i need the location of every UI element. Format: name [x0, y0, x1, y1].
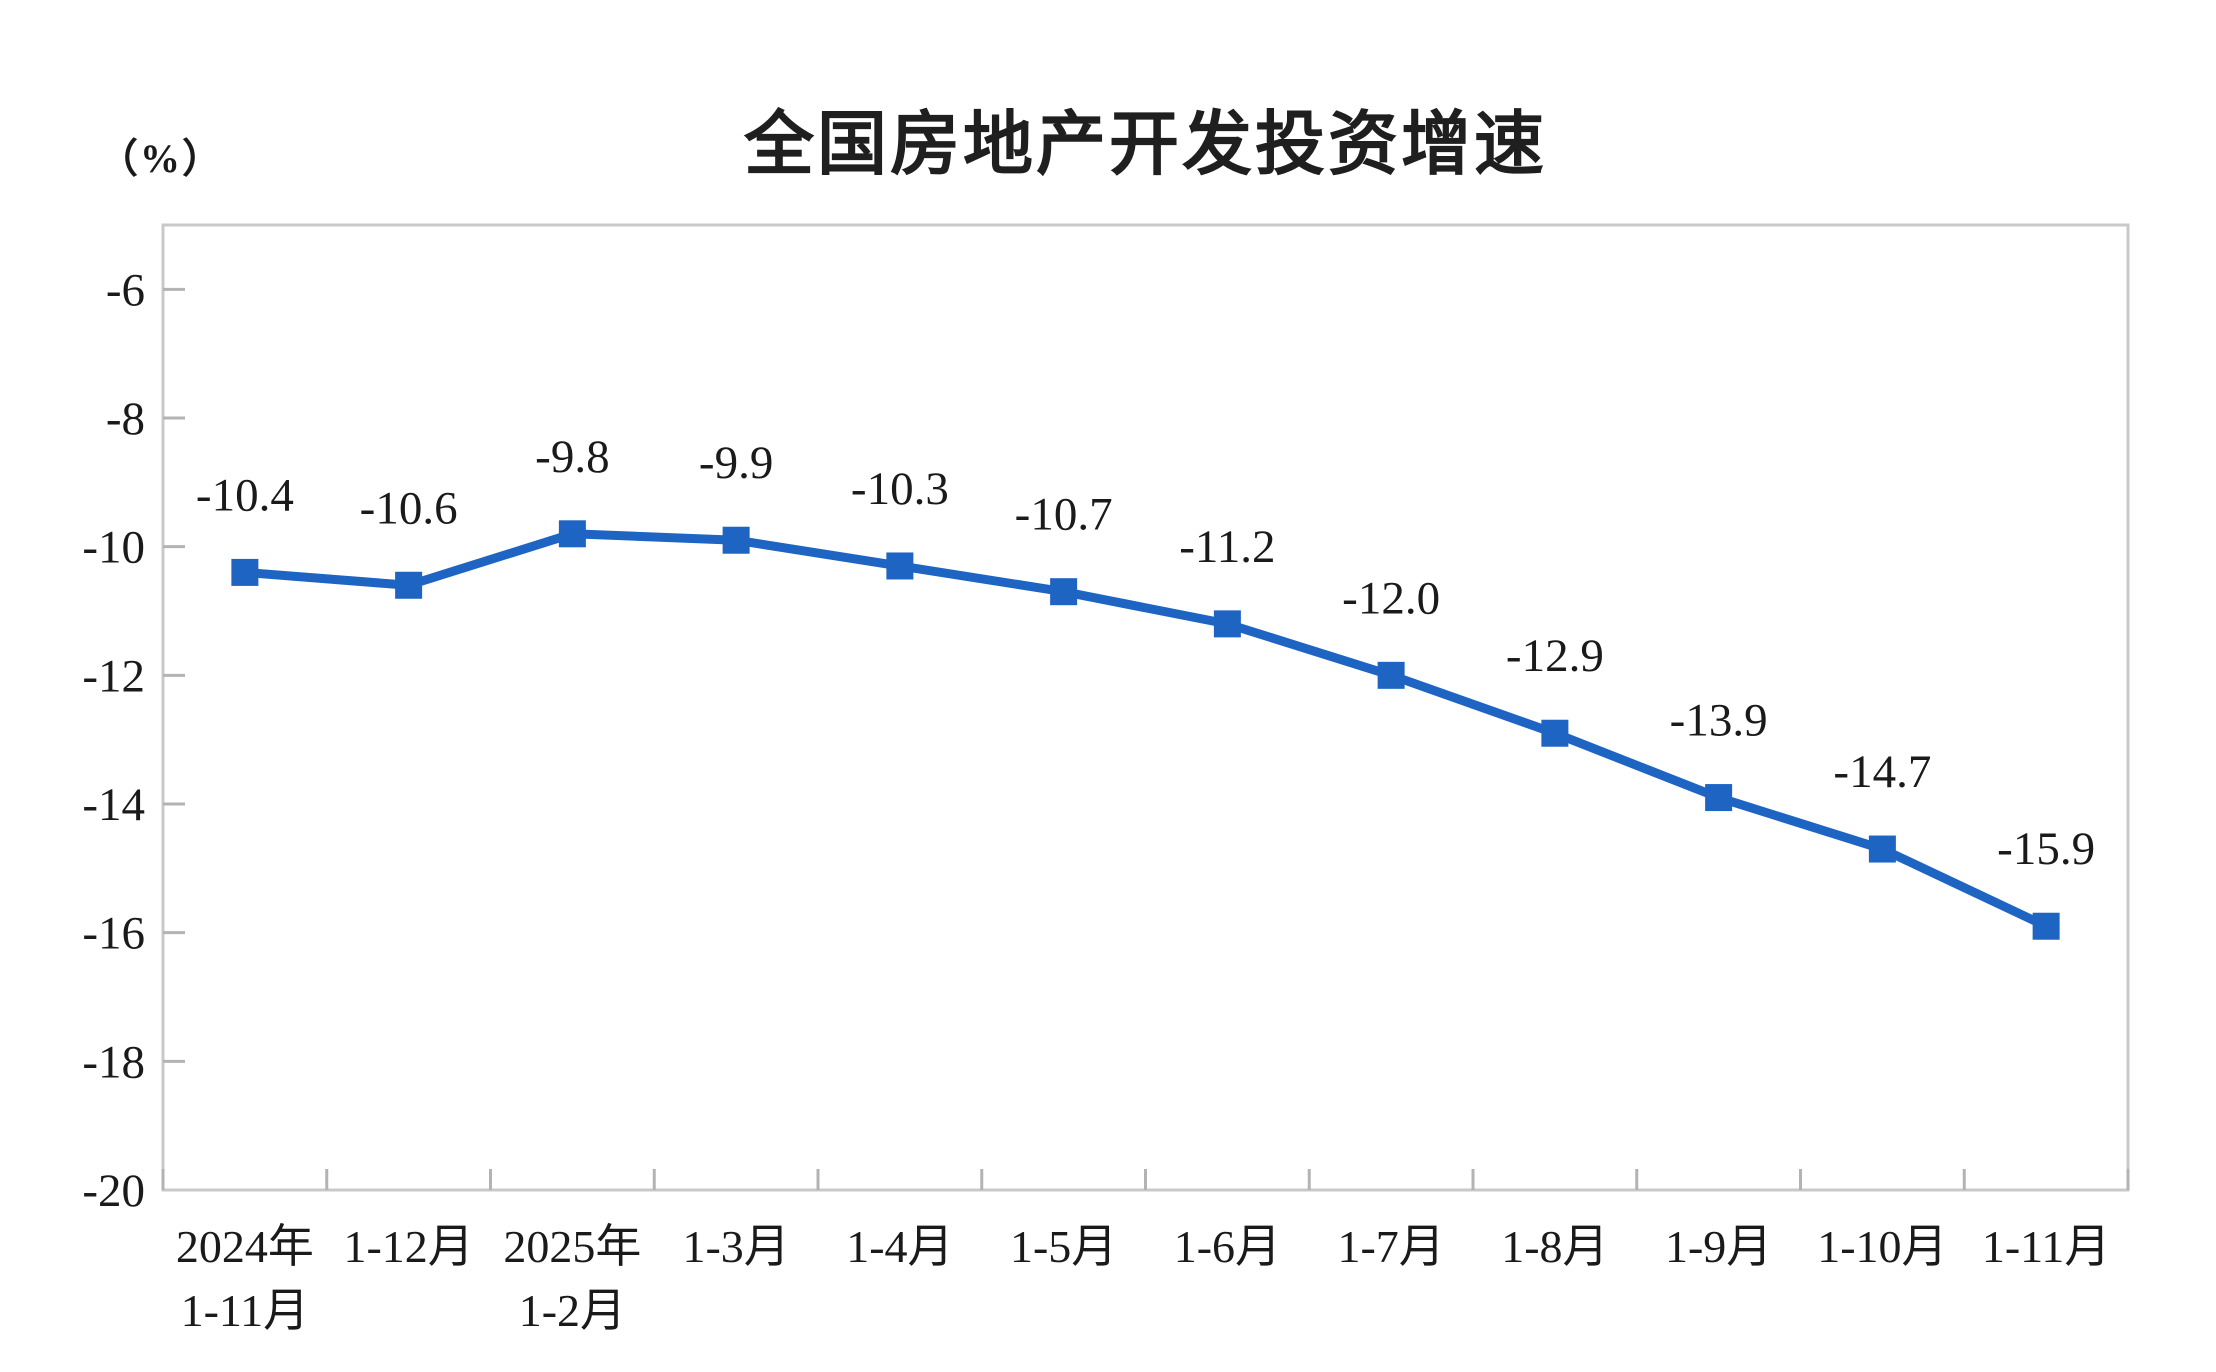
data-point-marker: [1541, 719, 1569, 747]
chart-title: 全国房地产开发投资增速: [744, 105, 1547, 183]
data-point-label: -9.9: [699, 437, 773, 489]
x-axis-category-label: 1-9月: [1665, 1221, 1772, 1272]
plot-border: [161, 223, 2130, 1192]
data-point-label: -12.9: [1506, 630, 1604, 682]
x-axis-category-label: 1-5月: [1010, 1221, 1117, 1272]
x-axis-category-label: 2024年 1-11月: [176, 1221, 314, 1336]
x-axis-category-label: 1-3月: [682, 1221, 789, 1272]
x-axis-category-label: 1-12月: [343, 1221, 473, 1272]
y-axis-tick-label: -8: [106, 393, 145, 445]
data-point-marker: [2032, 912, 2060, 940]
x-axis-category-label: 1-11月: [1982, 1221, 2111, 1272]
data-point-label: -10.7: [1015, 489, 1113, 541]
data-point-label: -10.6: [360, 482, 458, 534]
y-axis-tick-label: -10: [82, 522, 145, 574]
data-point-marker: [1377, 661, 1405, 689]
data-point-marker: [1050, 578, 1078, 606]
data-point-marker: [1213, 610, 1241, 638]
data-point-label: -10.3: [851, 463, 949, 515]
y-axis-tick-label: -12: [82, 650, 145, 702]
data-point-marker: [231, 558, 259, 586]
y-axis-tick-label: -18: [82, 1036, 145, 1088]
x-axis-category-label: 1-7月: [1337, 1221, 1444, 1272]
y-axis-tick-label: -6: [106, 264, 145, 316]
data-point-marker: [722, 526, 750, 554]
data-point-label: -9.8: [535, 431, 609, 483]
x-axis-category-label: 1-8月: [1501, 1221, 1608, 1272]
data-point-label: -10.4: [196, 469, 294, 521]
data-point-marker: [1705, 784, 1733, 812]
data-point-marker: [1868, 835, 1896, 863]
data-point-marker: [886, 552, 914, 580]
data-point-label: -12.0: [1342, 572, 1440, 624]
series-line: [240, 529, 2051, 931]
x-axis-category-label: 1-10月: [1817, 1221, 1947, 1272]
y-axis-unit-label: （%）: [98, 136, 224, 181]
data-point-label: -15.9: [1997, 823, 2095, 875]
data-point-label: -13.9: [1670, 695, 1768, 747]
data-point-label: -11.2: [1179, 521, 1275, 573]
x-axis-category-label: 2025年 1-2月: [503, 1221, 641, 1336]
x-axis-category-label: 1-6月: [1174, 1221, 1281, 1272]
y-axis-tick-label: -16: [82, 908, 145, 960]
y-axis-tick-label: -14: [82, 779, 145, 831]
data-point-label: -14.7: [1833, 746, 1931, 798]
x-axis-category-label: 1-4月: [846, 1221, 953, 1272]
data-point-marker: [558, 520, 586, 548]
data-point-marker: [395, 571, 423, 599]
y-axis-tick-label: -20: [82, 1165, 145, 1217]
